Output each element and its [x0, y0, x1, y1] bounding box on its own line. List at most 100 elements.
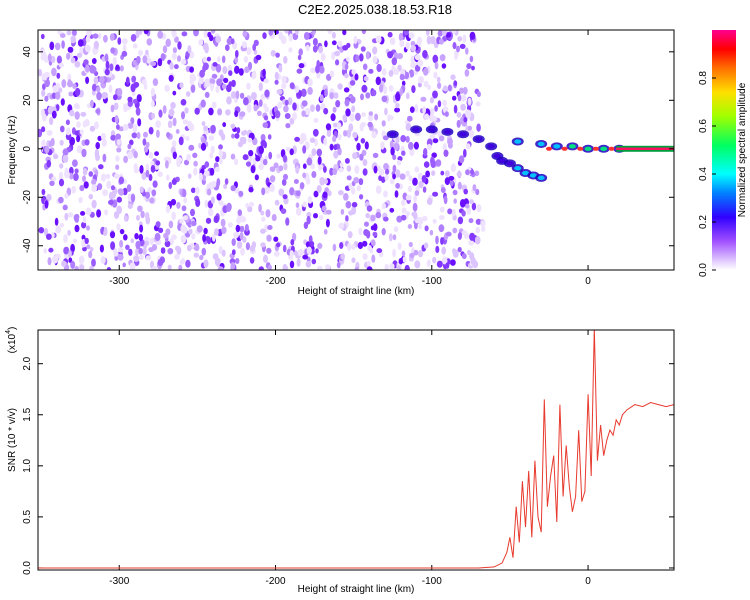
- spectrogram-noise-cell: [313, 117, 319, 123]
- spectrogram-noise-cell: [385, 168, 390, 175]
- spectrogram-noise-cell: [56, 72, 61, 79]
- spectrogram-noise-cell: [50, 55, 56, 64]
- spectrogram-noise-cell: [475, 101, 481, 107]
- spectrogram-noise-cell: [198, 76, 205, 85]
- spectrogram-noise-cell: [151, 112, 156, 119]
- spectrogram-noise-cell: [148, 173, 153, 182]
- spectrogram-noise-cell: [315, 104, 321, 112]
- spectrogram-noise-cell: [151, 189, 157, 197]
- spectrogram-noise-cell: [466, 63, 472, 70]
- spectrogram-noise-cell: [266, 234, 272, 242]
- spectrogram-noise-cell: [85, 64, 90, 73]
- spectrogram-noise-cell: [295, 202, 300, 208]
- spectrogram-noise-cell: [456, 45, 460, 53]
- spectrogram-noise-cell: [203, 30, 208, 38]
- spectrogram-noise-cell: [210, 83, 214, 92]
- spectrogram-noise-cell: [165, 38, 171, 47]
- spectrogram-noise-cell: [246, 82, 251, 90]
- spectrogram-noise-cell: [133, 255, 140, 262]
- spectrogram-noise-cell: [248, 186, 254, 193]
- spectrogram-noise-cell: [356, 142, 361, 151]
- spectrogram-noise-cell: [295, 190, 301, 197]
- spectrogram-noise-cell: [190, 84, 196, 93]
- spectrogram-noise-cell: [104, 209, 109, 216]
- spectrogram-noise-cell: [453, 198, 458, 204]
- spectrogram-noise-cell: [145, 169, 150, 178]
- spectrogram-noise-cell: [358, 178, 364, 186]
- spectrogram-noise-cell: [453, 80, 458, 86]
- spectrogram-noise-cell: [216, 193, 222, 201]
- spectrogram-noise-cell: [204, 44, 209, 54]
- spectrogram-noise-cell: [359, 53, 364, 62]
- spectrogram-noise-cell: [389, 140, 394, 149]
- spectrogram-noise-cell: [295, 207, 302, 216]
- spectrogram-noise-cell: [438, 224, 445, 233]
- spectrogram-noise-cell: [102, 153, 107, 163]
- spectrogram-noise-cell: [135, 30, 140, 39]
- spectrogram-noise-cell: [155, 160, 161, 166]
- spectrogram-noise-cell: [447, 137, 453, 146]
- spectrogram-noise-cell: [414, 103, 419, 113]
- spectrogram-noise-cell: [306, 157, 313, 166]
- spectrogram-noise-cell: [296, 68, 303, 74]
- spectrogram-noise-cell: [338, 167, 344, 173]
- spectrogram-noise-cell: [208, 135, 215, 141]
- spectrogram-noise-cell: [85, 35, 91, 43]
- spectrogram-noise-cell: [467, 97, 472, 106]
- spectrogram-noise-cell: [392, 234, 397, 241]
- spectrogram-noise-cell: [203, 259, 209, 268]
- spectrogram-noise-cell: [234, 110, 239, 118]
- spectrogram-noise-cell: [61, 40, 65, 49]
- spectrogram-noise-cell: [364, 221, 369, 227]
- spectrogram-noise-cell: [122, 44, 127, 53]
- spectrogram-noise-cell: [55, 91, 61, 100]
- spectrogram-noise-cell: [276, 242, 281, 248]
- spectrogram-noise-cell: [313, 190, 319, 198]
- spectrogram-noise-cell: [351, 206, 357, 215]
- spectrogram-noise-cell: [285, 123, 291, 129]
- spectrogram-noise-cell: [349, 113, 355, 122]
- spectrogram-noise-cell: [223, 183, 228, 189]
- spectrogram-noise-cell: [438, 215, 445, 220]
- spectrogram-noise-cell: [411, 85, 416, 94]
- colorbar: 0.0 0.2 0.4 0.6 0.8 Normalized spectral ampl…: [698, 30, 748, 277]
- spectrogram-noise-cell: [74, 217, 80, 223]
- spectrogram-noise-cell: [223, 77, 229, 83]
- spectrogram-noise-cell: [234, 158, 239, 166]
- spectrogram-noise-cell: [193, 160, 198, 167]
- spectrogram-noise-cell: [123, 155, 128, 164]
- spectrogram-noise-cell: [375, 211, 382, 219]
- spectrogram-noise-cell: [432, 256, 437, 264]
- spectrogram-noise-cell: [44, 78, 50, 88]
- spectrogram-noise-cell: [400, 214, 407, 221]
- spectrogram-noise-cell: [445, 231, 452, 237]
- spectrogram-noise-cell: [110, 241, 116, 251]
- spectrogram-noise-cell: [135, 247, 139, 257]
- spectrogram-noise-cell: [443, 149, 449, 157]
- spectrogram-noise-cell: [450, 163, 456, 173]
- spectrogram-noise-cell: [91, 58, 97, 64]
- spectrogram-noise-cell: [111, 189, 117, 199]
- spectrogram-noise-cell: [218, 200, 224, 206]
- spectrogram-noise-cell: [52, 255, 59, 264]
- spectrogram-noise-cell: [85, 44, 91, 53]
- spectrogram-noise-cell: [311, 171, 317, 178]
- spectrogram-noise-cell: [264, 106, 270, 113]
- spectrogram-noise-cell: [100, 133, 106, 141]
- spectrogram-noise-cell: [459, 87, 464, 94]
- spectrogram-noise-cell: [295, 165, 300, 174]
- spectrogram-noise-cell: [410, 41, 416, 47]
- spectrogram-noise-cell: [171, 140, 177, 148]
- spectrogram-noise-cell: [198, 172, 203, 181]
- spectrogram-noise-cell: [41, 188, 46, 196]
- spectrogram-noise-cell: [253, 104, 258, 112]
- spectrogram-noise-cell: [268, 264, 272, 270]
- spectrogram-noise-cell: [230, 123, 236, 129]
- spectrogram-noise-cell: [102, 189, 108, 197]
- spectrogram-noise-cell: [305, 44, 310, 52]
- spectrogram-noise-cell: [450, 259, 456, 266]
- colorbar-tick-label: 0.0: [698, 263, 709, 277]
- spectrogram-noise-cell: [362, 63, 368, 71]
- spectrogram-noise-cell: [47, 53, 52, 62]
- spectrogram-noise-cell: [290, 239, 295, 246]
